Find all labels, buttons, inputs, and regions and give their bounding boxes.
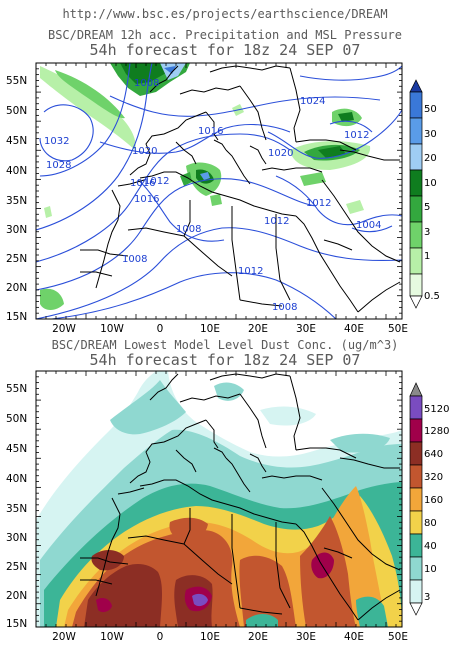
isobar-label: 1032: [44, 136, 69, 147]
isobar-label: 1020: [132, 146, 157, 157]
lat-label: 45N: [6, 443, 27, 455]
lat-label: 20N: [6, 282, 27, 294]
lat-label: 40N: [6, 165, 27, 177]
lon-label: 10E: [200, 631, 220, 643]
isobar-label: 1016: [134, 194, 159, 205]
isobar-label: 1004: [356, 220, 381, 231]
colorbar-level: 320: [424, 472, 443, 483]
lat-label: 40N: [6, 473, 27, 485]
isobar-label: 1016: [198, 126, 223, 137]
colorbar-level: 3: [424, 227, 430, 238]
lat-label: 55N: [6, 383, 27, 395]
top-lon-labels: 20W 10W 0 10E 20E 30E 40E 50E: [52, 323, 408, 335]
lat-label: 25N: [6, 253, 27, 265]
colorbar-level: 10: [424, 564, 437, 575]
lat-label: 15N: [6, 311, 27, 323]
lon-label: 40E: [344, 631, 364, 643]
lon-label: 20E: [248, 631, 268, 643]
isobar-label: 1012: [144, 176, 169, 187]
lon-label: 30E: [296, 323, 316, 335]
colorbar-level: 160: [424, 495, 443, 506]
isobar-label: 1008: [176, 224, 201, 235]
lat-label: 55N: [6, 75, 27, 87]
lon-label: 20W: [52, 323, 76, 335]
isobar-label: 1020: [268, 148, 293, 159]
lat-label: 50N: [6, 413, 27, 425]
bottom-map-ticks: [35, 370, 402, 628]
dust-field: [36, 371, 402, 627]
colorbar-level: 10: [424, 178, 437, 189]
lat-label: 35N: [6, 503, 27, 515]
colorbar-level: 30: [424, 129, 437, 140]
colorbar-level: 1280: [424, 426, 449, 437]
colorbar-level: 20: [424, 153, 437, 164]
lon-label: 40E: [344, 323, 364, 335]
colorbar-level: 640: [424, 449, 443, 460]
source-url[interactable]: http://www.bsc.es/projects/earthscience/…: [62, 7, 388, 21]
lon-label: 10W: [100, 631, 124, 643]
bottom-map-title: BSC/DREAM Lowest Model Level Dust Conc. …: [51, 338, 399, 352]
lon-label: 30E: [296, 631, 316, 643]
isobar-label: 1012: [264, 216, 289, 227]
precipitation-colorbar: 50 30 20 10 5 3 1 0.5: [409, 79, 440, 309]
lat-label: 50N: [6, 105, 27, 117]
colorbar-level: 40: [424, 541, 437, 552]
isobar-label: 1016: [130, 178, 155, 189]
lon-label: 0: [157, 323, 164, 335]
lon-label: 50E: [388, 323, 408, 335]
bottom-map-subtitle: 54h forecast for 18z 24 SEP 07: [89, 351, 361, 369]
top-map-ticks: [35, 62, 402, 320]
isobars: [36, 63, 402, 319]
colorbar-level: 0.5: [424, 291, 440, 302]
dust-concentration-map: 55N 50N 45N 40N 35N 30N 25N 20N 15N 20W …: [6, 370, 449, 643]
colorbar-level: 80: [424, 518, 437, 529]
isobar-label: 1008: [122, 254, 147, 265]
lon-label: 0: [157, 631, 164, 643]
isobar-label: 1024: [300, 96, 325, 107]
colorbar-level: 1: [424, 251, 430, 262]
precipitation-pressure-map: 1008 1032 1028 1020 1016 1012 1016 1024 …: [6, 62, 440, 335]
precipitation-field: [40, 63, 371, 310]
bottom-lon-labels: 20W 10W 0 10E 20E 30E 40E 50E: [52, 631, 408, 643]
dust-colorbar: 5120 1280 640 320 160 80 40 10 3: [409, 382, 449, 616]
lon-label: 20E: [248, 323, 268, 335]
isobar-label: 1012: [344, 130, 369, 141]
lat-label: 15N: [6, 618, 27, 630]
top-map-title: BSC/DREAM 12h acc. Precipitation and MSL…: [47, 28, 402, 42]
lat-label: 30N: [6, 224, 27, 236]
colorbar-level: 50: [424, 104, 437, 115]
lat-label: 25N: [6, 561, 27, 573]
colorbar-level: 3: [424, 592, 430, 603]
isobar-label: 1012: [306, 198, 331, 209]
colorbar-level: 5120: [424, 404, 449, 415]
isobar-label: 1008: [134, 78, 159, 89]
lon-label: 10W: [100, 323, 124, 335]
lat-label: 30N: [6, 532, 27, 544]
isobar-labels: 1008 1032 1028 1020 1016 1012 1016 1024 …: [44, 78, 381, 313]
lon-label: 50E: [388, 631, 408, 643]
lon-label: 10E: [200, 323, 220, 335]
bottom-lat-labels: 55N 50N 45N 40N 35N 30N 25N 20N 15N: [6, 383, 27, 630]
coastlines: [80, 65, 401, 313]
top-map-subtitle: 54h forecast for 18z 24 SEP 07: [89, 41, 361, 59]
top-lat-labels: 55N 50N 45N 40N 35N 30N 25N 20N 15N: [6, 75, 27, 323]
colorbar-level: 5: [424, 202, 430, 213]
isobar-label: 1012: [238, 266, 263, 277]
lat-label: 35N: [6, 195, 27, 207]
isobar-label: 1008: [272, 302, 297, 313]
isobar-label: 1028: [46, 160, 71, 171]
lat-label: 20N: [6, 590, 27, 602]
lat-label: 45N: [6, 135, 27, 147]
lon-label: 20W: [52, 631, 76, 643]
